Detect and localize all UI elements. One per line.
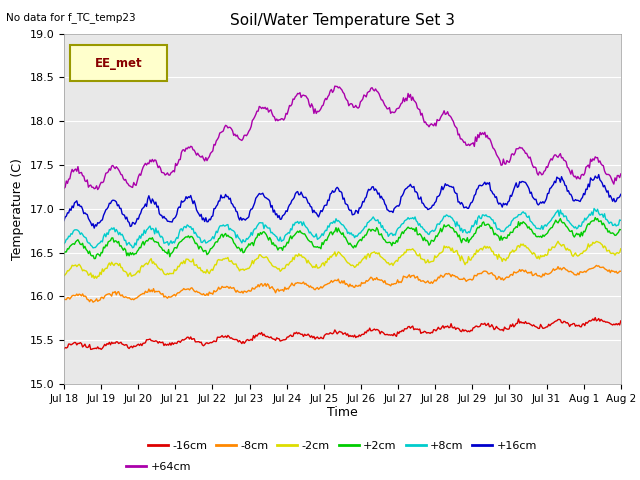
X-axis label: Time: Time [327, 407, 358, 420]
Line: -2cm: -2cm [64, 241, 621, 278]
+64cm [234, 135, 242, 141]
+16cm [296, 192, 304, 198]
-2cm [399, 252, 407, 258]
Y-axis label: Temperature (C): Temperature (C) [11, 158, 24, 260]
-16cm [399, 328, 407, 334]
+8cm [470, 221, 478, 227]
+8cm [234, 235, 242, 240]
+64cm [94, 187, 102, 192]
+16cm [617, 192, 625, 197]
Legend: +64cm: +64cm [122, 458, 196, 477]
Line: -16cm: -16cm [64, 318, 621, 349]
-2cm [90, 276, 98, 281]
Text: EE_met: EE_met [95, 57, 142, 70]
-2cm [296, 253, 304, 259]
-8cm [399, 273, 407, 279]
-16cm [296, 331, 304, 336]
+8cm [89, 245, 97, 251]
-16cm [617, 318, 625, 324]
+2cm [591, 215, 599, 220]
FancyBboxPatch shape [70, 45, 167, 81]
-16cm [373, 326, 381, 332]
Line: +64cm: +64cm [64, 86, 621, 190]
-2cm [568, 252, 576, 258]
-8cm [89, 300, 97, 305]
-2cm [554, 239, 562, 244]
-16cm [234, 339, 242, 345]
+2cm [470, 231, 478, 237]
-8cm [296, 280, 304, 286]
+2cm [373, 225, 381, 230]
+2cm [399, 231, 407, 237]
+2cm [617, 227, 625, 233]
-2cm [373, 250, 381, 256]
-8cm [234, 289, 242, 295]
+16cm [373, 188, 381, 193]
+64cm [568, 167, 576, 173]
+64cm [374, 89, 381, 95]
+2cm [60, 251, 68, 257]
+2cm [567, 228, 575, 234]
-16cm [591, 315, 599, 321]
-16cm [60, 346, 68, 352]
Line: -8cm: -8cm [64, 265, 621, 302]
+16cm [595, 172, 602, 178]
Text: No data for f_TC_temp23: No data for f_TC_temp23 [6, 12, 136, 23]
+64cm [60, 185, 68, 191]
Line: +16cm: +16cm [64, 175, 621, 228]
+64cm [617, 171, 625, 177]
-8cm [373, 275, 381, 280]
+8cm [399, 221, 407, 227]
-8cm [60, 296, 68, 302]
+16cm [470, 192, 478, 198]
-2cm [60, 273, 68, 278]
Line: +2cm: +2cm [64, 217, 621, 259]
+8cm [373, 217, 381, 223]
+16cm [60, 218, 68, 224]
-8cm [470, 273, 478, 278]
+8cm [567, 221, 575, 227]
+8cm [296, 219, 304, 225]
+8cm [60, 241, 68, 247]
+16cm [234, 214, 242, 220]
+16cm [90, 225, 98, 231]
Line: +8cm: +8cm [64, 208, 621, 248]
-8cm [567, 268, 575, 274]
+16cm [399, 191, 407, 196]
+8cm [617, 217, 625, 223]
+64cm [331, 83, 339, 89]
+64cm [296, 90, 304, 96]
-16cm [87, 347, 95, 352]
-8cm [593, 263, 600, 268]
-2cm [234, 265, 242, 271]
-2cm [470, 251, 478, 256]
+64cm [472, 134, 479, 140]
Title: Soil/Water Temperature Set 3: Soil/Water Temperature Set 3 [230, 13, 455, 28]
+16cm [567, 192, 575, 197]
-8cm [617, 268, 625, 274]
-2cm [617, 246, 625, 252]
+2cm [296, 228, 304, 234]
+2cm [234, 244, 242, 250]
+8cm [590, 205, 598, 211]
+64cm [401, 99, 408, 105]
-16cm [470, 325, 478, 331]
+2cm [90, 256, 98, 262]
-16cm [567, 322, 575, 327]
